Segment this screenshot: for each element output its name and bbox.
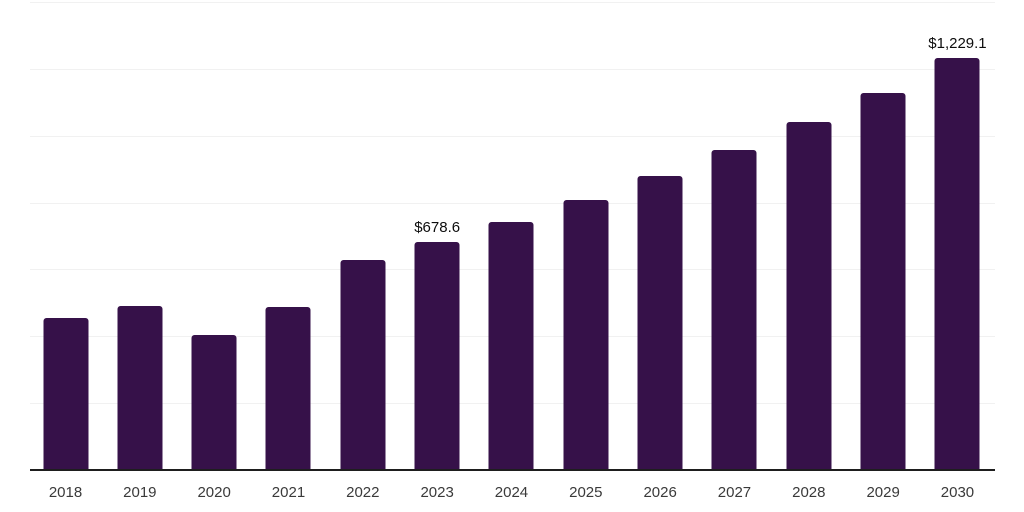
data-label-2030: $1,229.1 <box>928 35 987 53</box>
bar-2028 <box>786 122 832 469</box>
x-tick-2024: 2024 <box>494 484 529 501</box>
x-tick-2028: 2028 <box>792 484 826 501</box>
x-tick-2027: 2027 <box>717 484 752 501</box>
x-tick-2022: 2022 <box>346 484 380 501</box>
x-tick-2026: 2026 <box>643 484 677 501</box>
bar-2030 <box>934 58 980 469</box>
x-tick-2030: 2030 <box>940 484 975 501</box>
bar-2025 <box>563 200 609 469</box>
gridline-1200 <box>30 68 995 70</box>
plot-area: 2018 2019 2020 2021 2022 $678.6 2023 2024 2025 20… <box>30 0 995 501</box>
bar-2019 <box>117 306 163 469</box>
x-axis-line <box>30 469 995 471</box>
bar-2027 <box>711 150 757 469</box>
x-tick-2025: 2025 <box>569 484 603 501</box>
x-tick-2018: 2018 <box>48 484 83 501</box>
x-tick-2021: 2021 <box>271 484 306 501</box>
bar-2020 <box>191 334 237 469</box>
x-tick-2029: 2029 <box>866 484 900 501</box>
x-tick-2020: 2020 <box>197 484 231 501</box>
bar-2029 <box>860 92 906 469</box>
x-tick-2023: 2023 <box>420 484 454 501</box>
bar-2018 <box>43 318 88 469</box>
gridline-800 <box>30 202 995 204</box>
bar-2021 <box>265 306 311 469</box>
bar-2023 <box>414 242 460 469</box>
bar-2022 <box>340 260 386 469</box>
bar-2026 <box>637 176 683 469</box>
gridline-1000 <box>30 135 995 137</box>
x-tick-2019: 2019 <box>123 484 157 501</box>
data-label-2023: $678.6 <box>414 219 461 237</box>
bar-2024 <box>488 221 534 469</box>
gridline-1400 <box>30 2 995 3</box>
